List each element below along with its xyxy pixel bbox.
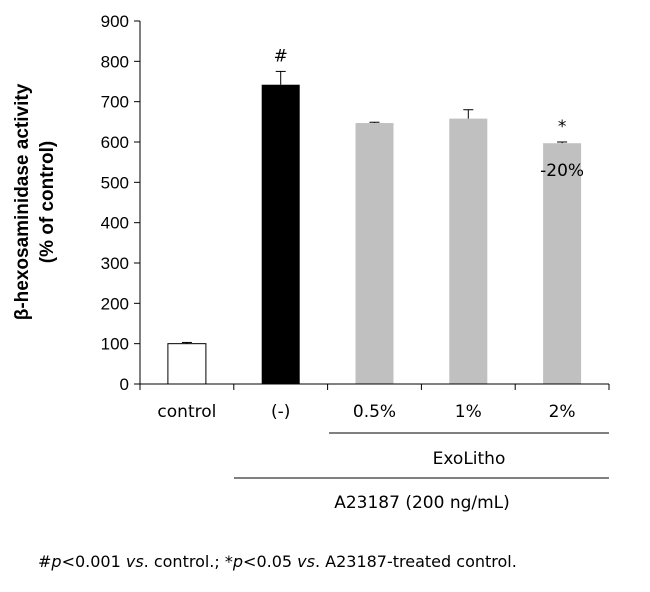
bar bbox=[449, 118, 488, 385]
footnote-text: . control.; * bbox=[143, 552, 233, 571]
x-tick-label: control bbox=[157, 402, 216, 422]
percent-change-label: -20% bbox=[540, 161, 584, 181]
footnote-text: vs bbox=[297, 552, 315, 571]
footnote: #p<0.001 vs. control.; *p<0.05 vs. A2318… bbox=[38, 552, 517, 571]
footnote-text: # bbox=[38, 552, 52, 571]
bar bbox=[261, 84, 300, 384]
y-tick-label: 800 bbox=[101, 52, 129, 71]
y-tick-label: 100 bbox=[101, 335, 129, 354]
x-tick-label: 0.5% bbox=[353, 402, 396, 422]
x-tick-label: (-) bbox=[271, 402, 290, 422]
exolitho-group-label: ExoLitho bbox=[433, 449, 506, 469]
footnote-text: <0.05 bbox=[243, 552, 298, 571]
bar bbox=[543, 143, 582, 384]
y-tick-label: 600 bbox=[101, 133, 129, 152]
bar bbox=[167, 343, 207, 385]
y-axis-label: β-hexosaminidase activity bbox=[12, 83, 33, 320]
footnote-text: . A23187-treated control. bbox=[314, 552, 517, 571]
footnote-text: p bbox=[232, 552, 244, 571]
y-tick-label: 500 bbox=[101, 173, 129, 192]
y-tick-label: 900 bbox=[101, 12, 129, 31]
bars: # * -20% bbox=[167, 46, 584, 385]
y-axis-label-unit: (% of control) bbox=[37, 141, 58, 263]
y-tick-label: 300 bbox=[101, 254, 129, 273]
y-tick-label: 700 bbox=[101, 93, 129, 112]
y-axis: 0 100 200 300 400 500 600 700 800 900 bbox=[101, 12, 141, 394]
y-tick-label: 200 bbox=[101, 294, 129, 313]
y-tick-label: 0 bbox=[120, 375, 129, 394]
footnote-text: <0.001 bbox=[61, 552, 126, 571]
significance-mark: # bbox=[274, 46, 288, 66]
bar-chart: 0 100 200 300 400 500 600 700 800 900 # * -20% cont… bbox=[12, 12, 610, 513]
x-axis: control (-) 0.5% 1% 2% bbox=[139, 383, 610, 422]
y-tick-label: 400 bbox=[101, 214, 129, 233]
footnote-text: p bbox=[51, 552, 62, 571]
a23187-group-label: A23187 (200 ng/mL) bbox=[334, 493, 510, 513]
bar bbox=[355, 123, 394, 384]
x-tick-label: 1% bbox=[455, 402, 482, 422]
significance-mark: * bbox=[558, 117, 567, 137]
footnote-text: vs bbox=[125, 552, 144, 571]
x-tick-label: 2% bbox=[549, 402, 576, 422]
